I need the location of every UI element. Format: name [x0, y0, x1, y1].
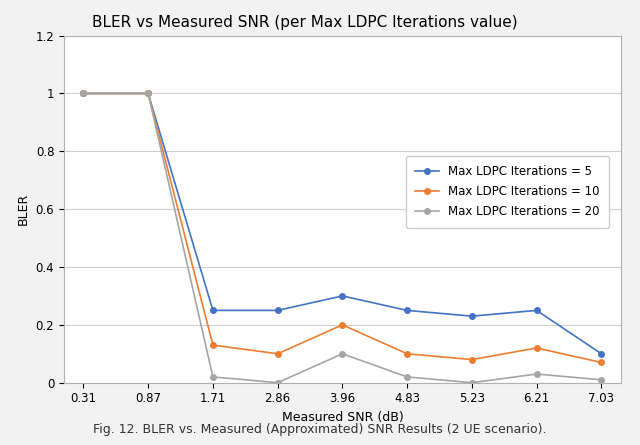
Max LDPC Iterations = 20 — [403, 374, 411, 380]
Max LDPC Iterations = 5 — [145, 91, 152, 96]
Max LDPC Iterations = 10 — [145, 91, 152, 96]
Max LDPC Iterations = 10 — [209, 343, 217, 348]
Max LDPC Iterations = 10 — [274, 351, 282, 356]
Max LDPC Iterations = 20 — [209, 374, 217, 380]
Line: Max LDPC Iterations = 20: Max LDPC Iterations = 20 — [81, 91, 604, 385]
Max LDPC Iterations = 20 — [468, 380, 476, 385]
Max LDPC Iterations = 5 — [209, 308, 217, 313]
Max LDPC Iterations = 5 — [468, 313, 476, 319]
Max LDPC Iterations = 10 — [339, 322, 346, 328]
Max LDPC Iterations = 20 — [145, 91, 152, 96]
Max LDPC Iterations = 10 — [598, 360, 605, 365]
Legend: Max LDPC Iterations = 5, Max LDPC Iterations = 10, Max LDPC Iterations = 20: Max LDPC Iterations = 5, Max LDPC Iterat… — [406, 156, 609, 228]
Max LDPC Iterations = 5 — [339, 293, 346, 299]
Y-axis label: BLER: BLER — [17, 193, 30, 225]
Max LDPC Iterations = 5 — [598, 351, 605, 356]
Max LDPC Iterations = 5 — [532, 308, 540, 313]
Text: BLER vs Measured SNR (per Max LDPC Iterations value): BLER vs Measured SNR (per Max LDPC Itera… — [92, 15, 518, 30]
Max LDPC Iterations = 10 — [79, 91, 87, 96]
Max LDPC Iterations = 20 — [79, 91, 87, 96]
Text: Fig. 12. BLER vs. Measured (Approximated) SNR Results (2 UE scenario).: Fig. 12. BLER vs. Measured (Approximated… — [93, 423, 547, 436]
Line: Max LDPC Iterations = 5: Max LDPC Iterations = 5 — [81, 91, 604, 356]
Max LDPC Iterations = 10 — [532, 345, 540, 351]
Max LDPC Iterations = 20 — [598, 377, 605, 382]
Line: Max LDPC Iterations = 10: Max LDPC Iterations = 10 — [81, 91, 604, 365]
Max LDPC Iterations = 5 — [79, 91, 87, 96]
Max LDPC Iterations = 20 — [339, 351, 346, 356]
Max LDPC Iterations = 10 — [468, 357, 476, 362]
X-axis label: Measured SNR (dB): Measured SNR (dB) — [282, 411, 403, 424]
Max LDPC Iterations = 20 — [532, 371, 540, 376]
Max LDPC Iterations = 5 — [274, 308, 282, 313]
Max LDPC Iterations = 10 — [403, 351, 411, 356]
Max LDPC Iterations = 20 — [274, 380, 282, 385]
Max LDPC Iterations = 5 — [403, 308, 411, 313]
